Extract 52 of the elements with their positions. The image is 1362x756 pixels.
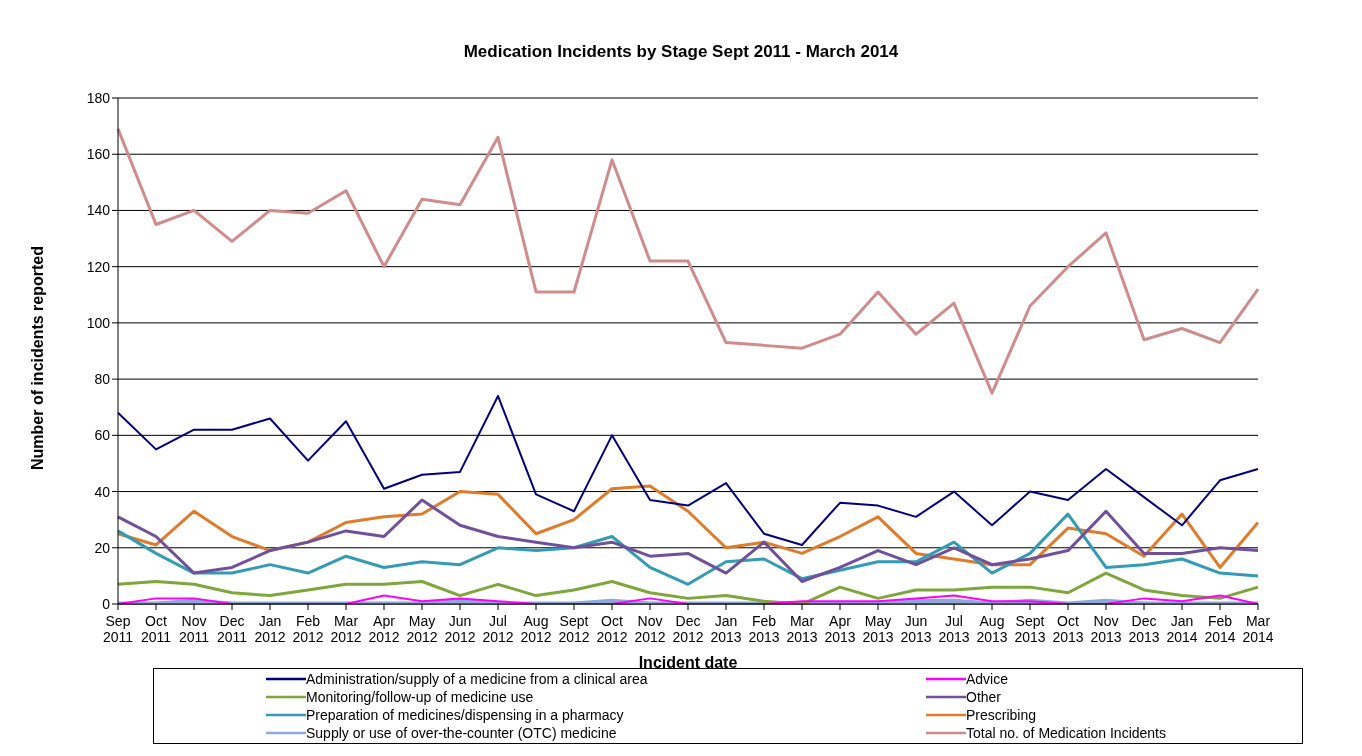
x-tick-label: Feb 2013 [748,613,780,645]
x-tick-label: Nov 2011 [178,613,210,645]
x-tick-label: Dec 2013 [1128,613,1160,645]
x-tick-label: Jun 2012 [444,613,476,645]
x-tick-label: Sept 2013 [1014,613,1046,645]
x-tick-label: Oct 2013 [1052,613,1084,645]
y-tick-label: 180 [86,89,111,106]
legend-label: Other [966,689,1002,705]
x-tick-label: Dec 2011 [216,613,248,645]
x-tick-label: Oct 2011 [140,613,172,645]
x-tick-label: Jan 2012 [254,613,286,645]
x-tick-label: Nov 2012 [634,613,666,645]
x-tick-label: Mar 2013 [786,613,818,645]
y-axis-title: Number of incidents reported [29,245,47,471]
y-tick-label: 20 [94,539,111,556]
x-axis-title: Incident date [638,654,738,671]
x-tick-label: Jun 2013 [900,613,932,645]
x-tick-label: Aug 2013 [976,613,1008,645]
x-tick-label: Oct 2012 [596,613,628,645]
x-tick-label: Nov 2013 [1090,613,1122,645]
legend-label: Supply or use of over-the-counter (OTC) medicine [306,725,617,741]
legend-label: Administration/supply of a medicine from a clinical area [306,671,648,687]
y-tick-label: 120 [86,258,111,275]
legend-label: Preparation of medicines/dispensing in a pharmacy [306,707,624,723]
x-tick-label: Apr 2013 [824,613,856,645]
legend-label: Monitoring/follow-up of medicine use [306,689,534,705]
x-tick-label: Feb 2014 [1204,613,1236,645]
legend-label: Prescribing [966,707,1037,723]
legend-label: Advice [966,671,1009,687]
y-tick-label: 160 [86,146,111,163]
x-tick-label: Feb 2012 [292,613,324,645]
x-tick-label: Dec 2012 [672,613,704,645]
x-tick-label: May 2013 [862,613,894,645]
y-tick-label: 100 [86,314,111,331]
chart-title: Medication Incidents by Stage Sept 2011 - March 2014 [462,42,900,62]
x-tick-label: May 2012 [406,613,438,645]
x-tick-label: Jan 2014 [1166,613,1198,645]
x-tick-label: Apr 2012 [368,613,400,645]
y-tick-label: 40 [94,483,111,500]
x-tick-label: Mar 2014 [1242,613,1274,645]
x-tick-label: Jan 2013 [710,613,742,645]
x-tick-label: Jul 2012 [482,613,514,645]
y-tick-label: 0 [102,595,111,612]
legend-label: Total no. of Medication Incidents [966,725,1167,741]
x-tick-label: Sept 2012 [558,613,590,645]
y-tick-label: 60 [94,427,111,444]
x-tick-label: Aug 2012 [520,613,552,645]
y-tick-label: 80 [94,371,111,388]
x-tick-label: Mar 2012 [330,613,362,645]
x-tick-label: Jul 2013 [938,613,970,645]
y-tick-label: 140 [86,202,111,219]
x-tick-label: Sep 2011 [102,613,134,645]
